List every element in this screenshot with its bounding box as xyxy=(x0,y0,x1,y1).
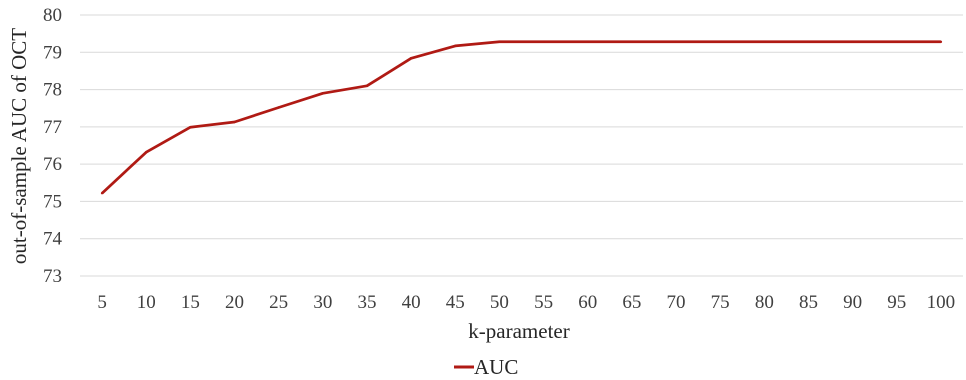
data-point xyxy=(189,126,192,129)
x-tick-label: 65 xyxy=(622,292,641,313)
y-tick-label: 76 xyxy=(43,154,62,175)
data-point xyxy=(233,120,236,124)
x-tick-label: 45 xyxy=(446,292,465,313)
x-tick-label: 15 xyxy=(181,292,200,313)
x-tick-label: 80 xyxy=(755,292,774,313)
y-tick-label: 79 xyxy=(43,42,62,63)
x-tick-label: 25 xyxy=(269,292,288,313)
data-point xyxy=(763,40,766,44)
legend: AUC xyxy=(454,355,518,379)
x-tick-label: 10 xyxy=(137,292,156,313)
data-point xyxy=(409,57,413,60)
y-axis-title: out-of-sample AUC of OCT xyxy=(7,28,31,264)
data-point xyxy=(939,40,943,44)
x-tick-label: 35 xyxy=(357,292,376,313)
x-tick-label: 5 xyxy=(97,292,107,313)
x-tick-label: 90 xyxy=(843,292,862,313)
series-group xyxy=(100,40,943,195)
data-point xyxy=(321,92,325,95)
data-point xyxy=(630,40,634,44)
x-axis-title: k-parameter xyxy=(468,319,569,343)
x-tick-label: 20 xyxy=(225,292,244,313)
y-tick-label: 80 xyxy=(43,5,62,26)
x-tick-label: 95 xyxy=(887,292,906,313)
data-point xyxy=(674,40,678,44)
x-tick-label: 100 xyxy=(927,292,956,313)
y-tick-label: 73 xyxy=(43,266,62,287)
data-point xyxy=(454,44,457,48)
legend-label-auc: AUC xyxy=(474,355,518,379)
data-point xyxy=(586,40,589,44)
x-tick-label: 60 xyxy=(578,292,597,313)
x-tick-label: 55 xyxy=(534,292,553,313)
x-tick-label: 30 xyxy=(313,292,332,313)
y-tick-label: 77 xyxy=(43,117,62,138)
y-tick-label: 75 xyxy=(43,191,62,212)
y-tick-labels: 73 74 75 76 77 78 79 80 xyxy=(43,5,63,287)
y-tick-label: 78 xyxy=(43,80,62,101)
series-line-auc xyxy=(101,40,941,195)
data-point xyxy=(365,84,369,88)
data-point xyxy=(542,40,545,44)
x-tick-label: 70 xyxy=(667,292,686,313)
data-point xyxy=(851,40,854,44)
data-point xyxy=(277,106,280,109)
data-point xyxy=(718,40,722,44)
data-point xyxy=(807,40,810,44)
data-point xyxy=(498,40,501,44)
data-point xyxy=(895,40,898,44)
x-tick-label: 40 xyxy=(402,292,421,313)
gridlines xyxy=(80,14,963,240)
data-point xyxy=(100,192,104,195)
x-tick-label: 75 xyxy=(711,292,730,313)
data-point xyxy=(145,151,148,154)
x-tick-label: 85 xyxy=(799,292,818,313)
x-tick-label: 50 xyxy=(490,292,509,313)
x-tick-labels: 5 10 15 20 25 30 35 40 45 50 55 60 65 70 75 80 85 90 95 100 xyxy=(97,292,955,313)
y-tick-label: 74 xyxy=(43,229,63,250)
